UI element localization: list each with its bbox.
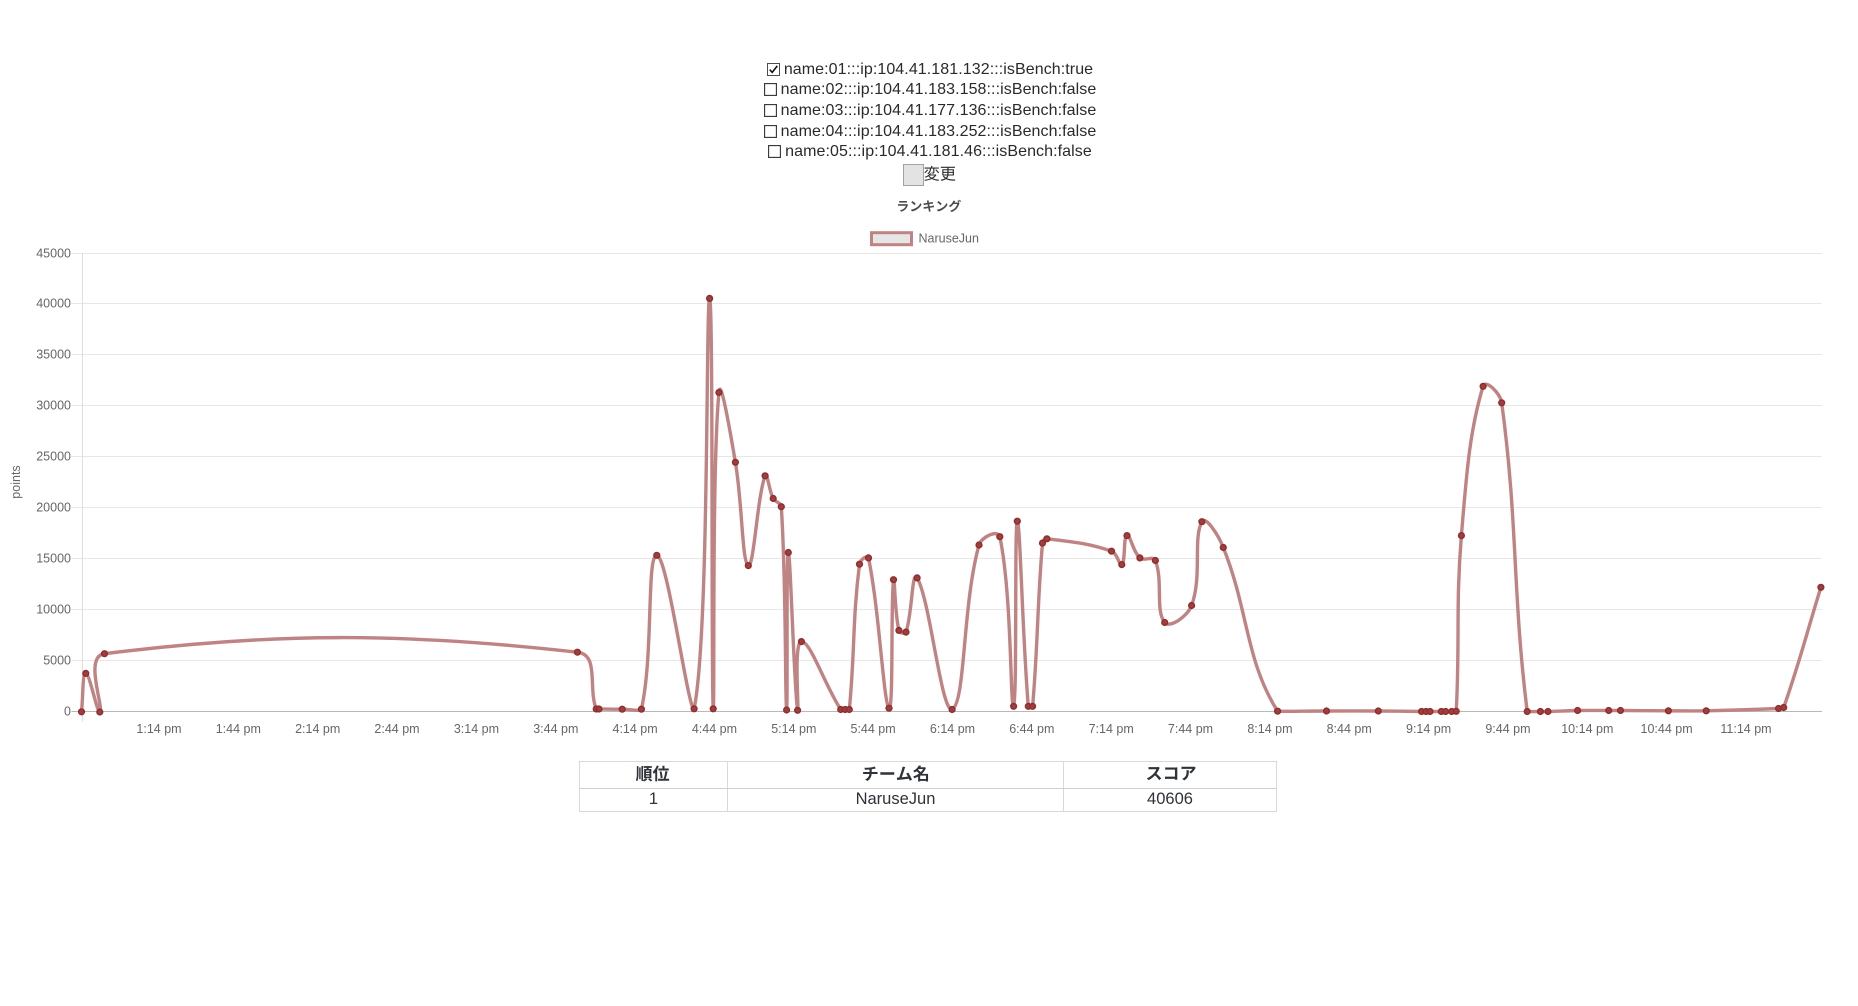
- svg-text:1:14 pm: 1:14 pm: [136, 722, 181, 736]
- svg-text:8:44 pm: 8:44 pm: [1327, 722, 1372, 736]
- svg-text:8:14 pm: 8:14 pm: [1247, 722, 1292, 736]
- svg-text:45000: 45000: [36, 247, 71, 261]
- svg-text:6:44 pm: 6:44 pm: [1009, 722, 1054, 736]
- svg-text:5:14 pm: 5:14 pm: [771, 722, 816, 736]
- svg-text:10:14 pm: 10:14 pm: [1561, 722, 1613, 736]
- svg-text:9:44 pm: 9:44 pm: [1485, 722, 1530, 736]
- svg-text:5000: 5000: [43, 654, 71, 668]
- svg-text:11:14 pm: 11:14 pm: [1720, 722, 1771, 736]
- svg-text:25000: 25000: [36, 450, 71, 464]
- svg-text:6:14 pm: 6:14 pm: [930, 722, 975, 736]
- svg-text:1:44 pm: 1:44 pm: [216, 722, 261, 736]
- svg-text:4:44 pm: 4:44 pm: [692, 722, 737, 736]
- svg-text:35000: 35000: [36, 348, 71, 362]
- svg-text:points: points: [9, 465, 23, 498]
- svg-text:40000: 40000: [36, 297, 71, 311]
- svg-text:7:44 pm: 7:44 pm: [1168, 722, 1213, 736]
- svg-text:7:14 pm: 7:14 pm: [1089, 722, 1134, 736]
- svg-text:10000: 10000: [36, 603, 71, 617]
- svg-text:30000: 30000: [36, 399, 71, 413]
- svg-text:20000: 20000: [36, 501, 71, 515]
- svg-text:4:14 pm: 4:14 pm: [613, 722, 658, 736]
- svg-text:3:44 pm: 3:44 pm: [533, 722, 578, 736]
- svg-text:2:44 pm: 2:44 pm: [374, 722, 419, 736]
- svg-text:3:14 pm: 3:14 pm: [454, 722, 499, 736]
- svg-text:15000: 15000: [36, 552, 71, 566]
- svg-text:NaruseJun: NaruseJun: [919, 232, 979, 246]
- svg-text:9:14 pm: 9:14 pm: [1406, 722, 1451, 736]
- svg-text:5:44 pm: 5:44 pm: [851, 722, 896, 736]
- svg-text:0: 0: [64, 705, 71, 719]
- svg-text:2:14 pm: 2:14 pm: [295, 722, 340, 736]
- svg-text:10:44 pm: 10:44 pm: [1641, 722, 1693, 736]
